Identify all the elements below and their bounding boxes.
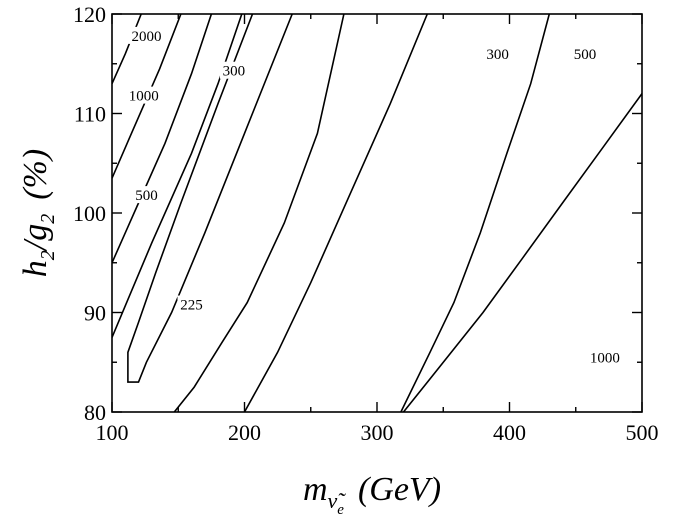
contour-label-500: 500 bbox=[574, 47, 597, 63]
contour-labels: 225 300 300 500 500 1000 1000 2000 bbox=[125, 26, 623, 366]
plot-frame bbox=[111, 13, 643, 413]
x-tick-label: 300 bbox=[361, 420, 394, 445]
contour-label-background bbox=[571, 44, 600, 62]
y-tick-label: 110 bbox=[74, 102, 106, 127]
contour-label-225: 225 bbox=[180, 298, 203, 314]
y-axis-title-h: h bbox=[17, 260, 54, 277]
x-tick-label: 400 bbox=[493, 420, 526, 445]
contour-line-unlabeled-8 bbox=[112, 14, 142, 85]
contour-label-background bbox=[128, 26, 165, 44]
y-axis-title-unit: (%) bbox=[17, 149, 54, 200]
contour-line-1000-5 bbox=[112, 14, 213, 264]
contour-label-background bbox=[219, 61, 248, 79]
contour-line-1000-6 bbox=[402, 93, 642, 412]
contour-label-300: 300 bbox=[223, 64, 246, 80]
contour-lines bbox=[112, 14, 642, 412]
x-axis-title-main: m bbox=[303, 471, 328, 508]
x-axis-title: mν̃e(GeV) bbox=[303, 471, 441, 514]
contour-label-background bbox=[132, 186, 161, 204]
contour-label-1000: 1000 bbox=[590, 350, 620, 366]
x-tick-label: 200 bbox=[228, 420, 261, 445]
contour-label-1000: 1000 bbox=[129, 89, 159, 105]
contour-line-300-2 bbox=[243, 14, 429, 412]
tick-labels: 100 200 300 400 500 80 90 100 110 120 bbox=[73, 2, 659, 445]
contour-line-500-3 bbox=[112, 14, 243, 338]
y-axis-title-g: /g bbox=[17, 224, 54, 252]
contour-label-300: 300 bbox=[486, 47, 509, 63]
x-axis-title-subsub: e bbox=[337, 502, 344, 514]
y-tick-label: 120 bbox=[73, 2, 106, 27]
contour-label-background bbox=[125, 86, 162, 104]
contour-label-background bbox=[177, 295, 206, 313]
contour-label-background bbox=[483, 44, 512, 62]
contour-line-225-0 bbox=[127, 14, 293, 383]
contour-label-background bbox=[586, 348, 623, 366]
x-tick-label: 500 bbox=[626, 420, 659, 445]
x-tick-label: 100 bbox=[96, 420, 129, 445]
contour-line-300-1 bbox=[173, 14, 345, 412]
contour-label-2000: 2000 bbox=[131, 29, 161, 45]
contour-label-500: 500 bbox=[135, 188, 158, 204]
y-axis-title: h2/g2(%) bbox=[17, 149, 59, 277]
y-axis-title-g-sub: 2 bbox=[37, 214, 59, 224]
y-tick-label: 90 bbox=[84, 301, 106, 326]
y-axis-title-h-sub: 2 bbox=[37, 250, 59, 260]
contour-line-500-4 bbox=[400, 14, 551, 412]
y-tick-label: 100 bbox=[73, 201, 106, 226]
x-axis-title-unit: (GeV) bbox=[358, 471, 441, 508]
y-tick-label: 80 bbox=[84, 400, 106, 425]
